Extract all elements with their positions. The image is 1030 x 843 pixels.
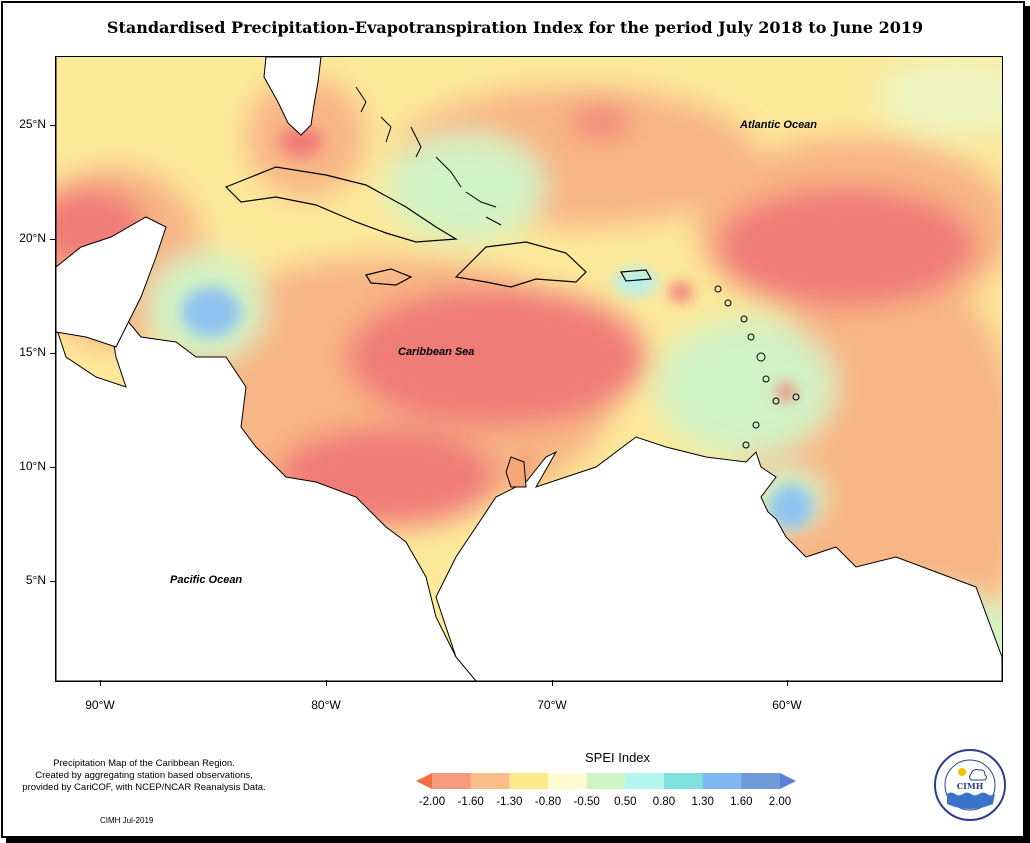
x-tick-mark	[100, 680, 101, 686]
caribbean-sea-label: Caribbean Sea	[398, 346, 475, 358]
legend-swatch	[741, 773, 781, 789]
sun-icon	[958, 768, 966, 776]
cimh-logo: CIMH	[934, 749, 1006, 821]
y-tick-mark	[50, 125, 55, 126]
x-tick-label: 70°W	[537, 698, 567, 712]
legend-value: 1.30	[691, 796, 714, 808]
legend-value: -2.00	[418, 796, 446, 808]
legend-swatch	[586, 773, 626, 789]
y-tick-label: 5°N	[25, 573, 46, 587]
pacific-ocean-label: Pacific Ocean	[170, 574, 243, 586]
legend-value: 1.60	[730, 796, 753, 808]
y-tick-mark	[50, 581, 55, 582]
credit-text: CIMH Jul-2019	[100, 816, 154, 825]
atlantic-ocean-label: Atlantic Ocean	[740, 119, 818, 131]
legend-value: -0.50	[573, 796, 600, 808]
legend-swatch	[416, 773, 432, 789]
legend-value: -0.80	[534, 796, 562, 808]
legend-swatch	[625, 773, 665, 789]
y-tick-mark	[50, 467, 55, 468]
legend-value: -1.30	[496, 796, 523, 808]
x-tick-label: 90°W	[85, 698, 115, 712]
y-tick-label: 25°N	[19, 117, 46, 131]
legend-title: SPEI Index	[585, 750, 651, 765]
x-tick-mark	[552, 680, 553, 686]
logo-text: CIMH	[957, 781, 984, 791]
x-tick-mark	[787, 680, 788, 686]
x-tick-label: 80°W	[311, 698, 341, 712]
legend-colorbar	[416, 773, 796, 789]
legend-swatch	[470, 773, 510, 789]
legend-swatch	[509, 773, 549, 789]
note-line: Created by aggregating station based obs…	[35, 770, 253, 781]
note-line: Precipitation Map of the Caribbean Regio…	[53, 758, 235, 769]
legend-swatch	[702, 773, 742, 789]
waves-icon	[947, 792, 995, 809]
legend-swatch	[548, 773, 588, 789]
legend-swatch	[780, 773, 796, 789]
note-line: provided by CariCOF, with NCEP/NCAR Rean…	[22, 782, 266, 793]
cloud-icon	[969, 769, 987, 781]
y-tick-label: 10°N	[19, 459, 46, 473]
y-tick-label: 20°N	[19, 231, 46, 245]
x-tick-mark	[326, 680, 327, 686]
y-tick-mark	[50, 239, 55, 240]
x-tick-label: 60°W	[772, 698, 802, 712]
legend-value: -1.60	[457, 796, 484, 808]
legend-value: 0.50	[614, 796, 637, 808]
map-canvas	[56, 57, 1002, 681]
legend-swatch	[664, 773, 704, 789]
legend-value: 0.80	[652, 796, 676, 808]
y-tick-label: 15°N	[19, 345, 46, 359]
y-tick-mark	[50, 353, 55, 354]
map-description: Precipitation Map of the Caribbean Regio…	[8, 758, 280, 794]
legend-value: 2.00	[768, 796, 792, 808]
map-title: Standardised Precipitation-Evapotranspir…	[106, 18, 924, 37]
legend-swatch	[432, 773, 472, 789]
spei-map	[55, 56, 1003, 682]
